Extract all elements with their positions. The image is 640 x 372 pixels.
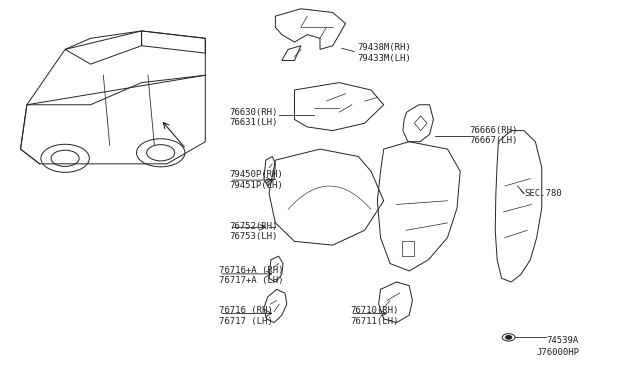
Text: 76752(RH): 76752(RH) bbox=[230, 222, 278, 231]
Text: 76717+A (LH): 76717+A (LH) bbox=[220, 276, 284, 285]
Text: 79433M(LH): 79433M(LH) bbox=[357, 54, 411, 63]
Text: 76716 (RH): 76716 (RH) bbox=[220, 306, 273, 315]
Text: J76000HP: J76000HP bbox=[537, 349, 580, 357]
Text: 76711(LH): 76711(LH) bbox=[351, 317, 399, 326]
Text: 76753(LH): 76753(LH) bbox=[230, 232, 278, 241]
Text: 76716+A (RH): 76716+A (RH) bbox=[220, 266, 284, 275]
Text: 76630(RH): 76630(RH) bbox=[230, 108, 278, 117]
Text: 76667(LH): 76667(LH) bbox=[470, 137, 518, 145]
Text: 79450P(RH): 79450P(RH) bbox=[230, 170, 284, 179]
Text: 76710(RH): 76710(RH) bbox=[351, 306, 399, 315]
Text: 76666(RH): 76666(RH) bbox=[470, 126, 518, 135]
Text: SEC.780: SEC.780 bbox=[524, 189, 561, 198]
Text: 76631(LH): 76631(LH) bbox=[230, 118, 278, 127]
Circle shape bbox=[506, 336, 512, 339]
Text: 79438M(RH): 79438M(RH) bbox=[357, 43, 411, 52]
Text: 79451P(LH): 79451P(LH) bbox=[230, 181, 284, 190]
Text: 76717 (LH): 76717 (LH) bbox=[220, 317, 273, 326]
Text: 74539A: 74539A bbox=[546, 336, 579, 345]
